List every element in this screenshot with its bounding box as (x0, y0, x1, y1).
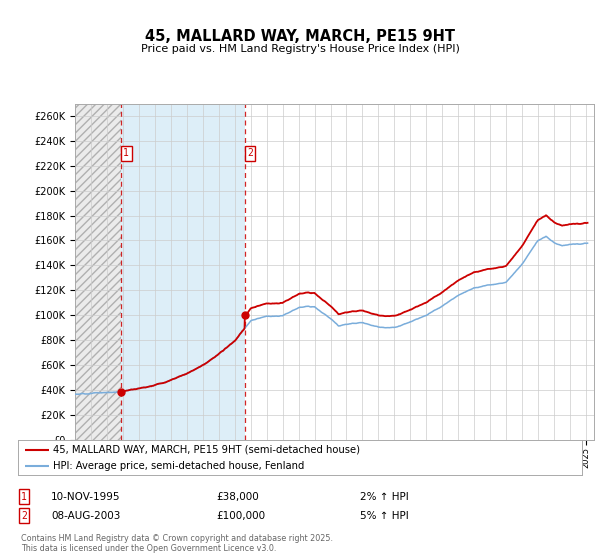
Text: 2: 2 (247, 148, 253, 158)
Bar (75, 104, 121, 440)
Text: 5% ↑ HPI: 5% ↑ HPI (360, 511, 409, 521)
Text: 08-AUG-2003: 08-AUG-2003 (51, 511, 121, 521)
Text: 2: 2 (21, 511, 27, 521)
Text: Contains HM Land Registry data © Crown copyright and database right 2025.
This d: Contains HM Land Registry data © Crown c… (21, 534, 333, 553)
Text: HPI: Average price, semi-detached house, Fenland: HPI: Average price, semi-detached house,… (53, 461, 304, 471)
Text: £100,000: £100,000 (216, 511, 265, 521)
Text: 1: 1 (21, 492, 27, 502)
Text: 2% ↑ HPI: 2% ↑ HPI (360, 492, 409, 502)
Text: 45, MALLARD WAY, MARCH, PE15 9HT (semi-detached house): 45, MALLARD WAY, MARCH, PE15 9HT (semi-d… (53, 445, 360, 455)
Bar (121, 104, 245, 440)
Text: 10-NOV-1995: 10-NOV-1995 (51, 492, 121, 502)
Text: 1: 1 (123, 148, 129, 158)
Text: 45, MALLARD WAY, MARCH, PE15 9HT: 45, MALLARD WAY, MARCH, PE15 9HT (145, 29, 455, 44)
Text: £38,000: £38,000 (216, 492, 259, 502)
Text: Price paid vs. HM Land Registry's House Price Index (HPI): Price paid vs. HM Land Registry's House … (140, 44, 460, 54)
